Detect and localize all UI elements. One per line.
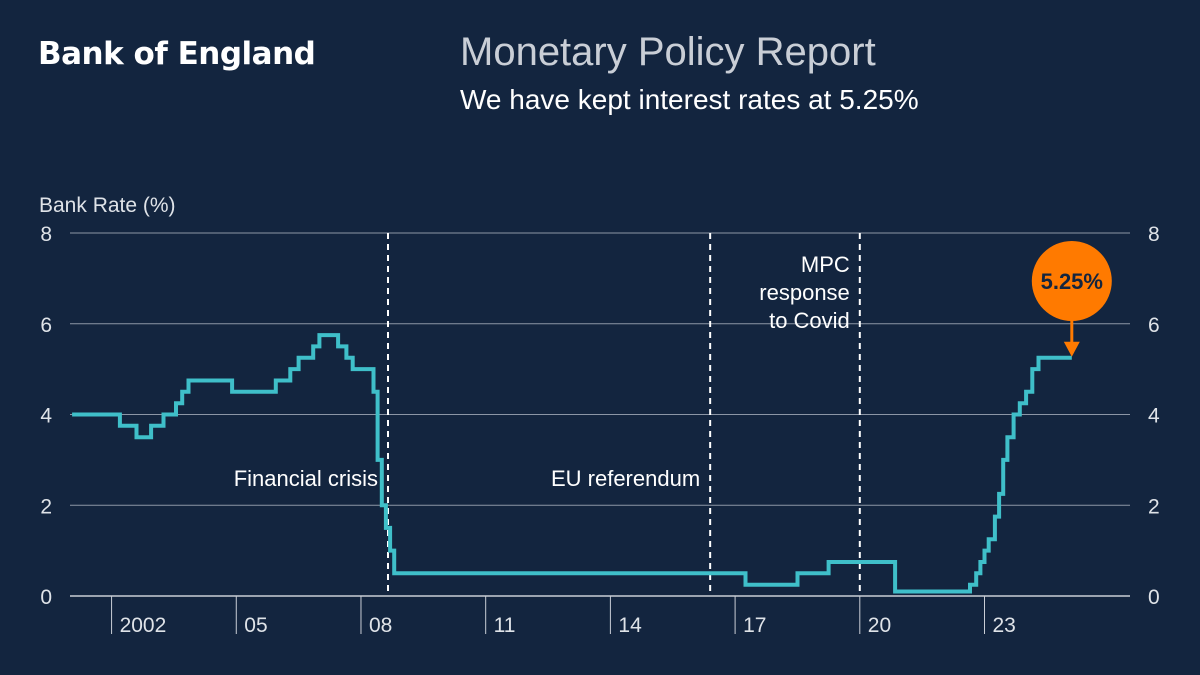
y-tick-label-right: 4 [1148,405,1160,428]
page-title: Monetary Policy Report [460,30,876,74]
x-tick-label: 23 [993,614,1016,637]
event-label: MPC [801,252,850,277]
y-axis-label: Bank Rate (%) [39,194,176,217]
y-tick-label-right: 6 [1148,314,1160,337]
y-tick-label-right: 8 [1148,223,1160,246]
x-tick-label: 14 [618,614,642,637]
x-tick-label: 17 [743,614,766,637]
x-tick-label: 08 [369,614,392,637]
x-tick-label: 20 [868,614,891,637]
y-tick-label-left: 8 [40,223,52,246]
page-subtitle: We have kept interest rates at 5.25% [460,84,919,115]
x-tick-label: 11 [494,614,516,637]
y-tick-label-left: 0 [40,586,52,609]
event-label: response [759,280,850,305]
event-label: to Covid [769,308,850,333]
callout-label: 5.25% [1041,269,1103,294]
event-label: EU referendum [551,466,700,491]
y-tick-label-right: 2 [1148,495,1160,518]
bank-rate-line [72,333,1072,594]
y-tick-label-right: 0 [1148,586,1160,609]
callout-arrow-head [1063,341,1080,357]
x-tick-label: 2002 [120,614,167,637]
callout-circle [1031,241,1112,321]
x-tick-label: 05 [244,614,267,637]
y-tick-label-left: 6 [40,314,52,337]
event-label: Financial crisis [234,466,378,491]
brand-logo: Bank of England [38,36,316,72]
y-tick-label-left: 4 [40,405,52,428]
y-tick-label-left: 2 [40,495,52,518]
